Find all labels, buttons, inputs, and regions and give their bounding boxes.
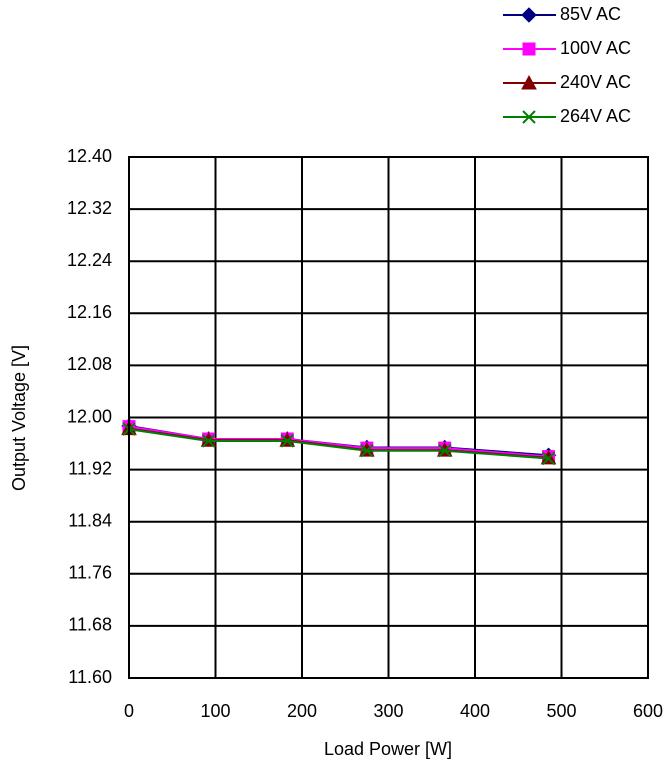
x-tick-label: 200 [287,701,317,721]
legend-marker [521,7,537,23]
legend-label: 100V AC [560,38,631,58]
y-tick-label: 12.40 [67,146,112,166]
legend-label: 85V AC [560,4,621,24]
legend-marker [522,42,536,56]
plot-frame [128,156,649,679]
x-tick-label: 600 [633,701,663,721]
marker [360,444,374,458]
legend-label: 264V AC [560,106,631,126]
x-tick-label: 500 [546,701,576,721]
x-tick-label: 300 [373,701,403,721]
legend-label: 240V AC [560,72,631,92]
x-axis-title: Load Power [W] [324,739,452,759]
y-tick-label: 11.84 [68,510,112,530]
y-tick-label: 11.76 [68,563,112,583]
y-tick-label: 12.00 [67,406,112,426]
y-tick-label: 12.08 [67,354,112,374]
marker [541,451,556,466]
x-tick-label: 0 [124,701,134,721]
y-tick-label: 12.32 [67,198,112,218]
marker [201,434,216,448]
line [128,425,549,458]
y-tick-label: 12.16 [67,302,112,322]
line [128,428,549,460]
legend-marker [521,74,537,90]
y-tick-label: 11.68 [68,615,112,635]
y-tick-label: 12.24 [67,250,112,270]
x-tick-label: 100 [200,701,230,721]
y-axis-title: Output Voltage [V] [9,345,29,491]
marker [438,444,452,458]
y-tick-label: 11.60 [68,667,112,687]
legend-marker [522,110,536,124]
marker [280,434,295,448]
y-tick-label: 11.92 [68,458,112,478]
x-tick-label: 400 [460,701,490,721]
